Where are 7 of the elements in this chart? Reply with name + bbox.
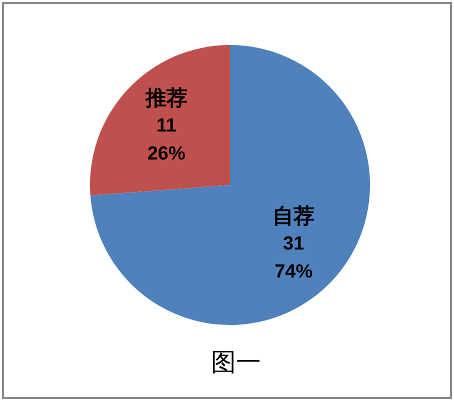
text: 图一 [211,350,261,376]
pie-slice [90,45,230,196]
data-label: 11 26% [147,115,186,164]
slice-label: 自荐 [272,204,315,228]
pie-slice [90,45,370,325]
slice-label: 推荐 [144,86,188,110]
data-label: 31 74% [274,234,313,283]
